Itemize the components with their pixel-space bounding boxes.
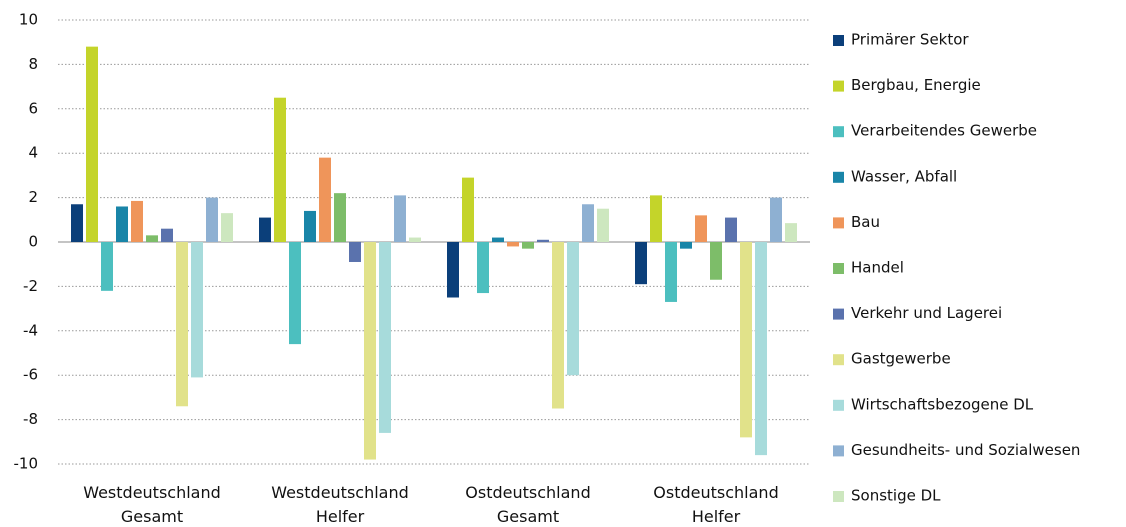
legend-label: Sonstige DL bbox=[851, 487, 941, 505]
bar bbox=[755, 242, 767, 456]
legend-swatch bbox=[833, 263, 844, 274]
bar bbox=[650, 195, 662, 242]
bar bbox=[447, 242, 459, 298]
bar bbox=[86, 46, 98, 242]
bar bbox=[507, 242, 519, 247]
legend-swatch bbox=[833, 217, 844, 229]
x-tick-label: Ostdeutschland Helfer bbox=[653, 483, 779, 526]
x-tick-label: Westdeutschland Helfer bbox=[271, 483, 409, 526]
legend-swatch bbox=[833, 354, 844, 366]
bar bbox=[71, 204, 83, 242]
legend-swatch bbox=[833, 80, 844, 92]
bar bbox=[379, 242, 391, 433]
x-tick-label: Westdeutschland Gesamt bbox=[83, 483, 221, 526]
legend-label: Bergbau, Energie bbox=[851, 76, 981, 94]
legend-label: Handel bbox=[851, 259, 904, 277]
legend-swatch bbox=[833, 126, 844, 138]
bar bbox=[259, 217, 271, 242]
bar bbox=[221, 213, 233, 242]
bar bbox=[635, 242, 647, 285]
bar bbox=[409, 237, 421, 242]
bar bbox=[552, 242, 564, 409]
bar bbox=[740, 242, 752, 438]
bar bbox=[567, 242, 579, 376]
bar bbox=[710, 242, 722, 280]
y-tick-label: -8 bbox=[23, 410, 38, 428]
legend-label: Wirtschaftsbezogene DL bbox=[851, 395, 1034, 413]
bar bbox=[680, 242, 692, 249]
bar bbox=[394, 195, 406, 242]
y-tick-label: -6 bbox=[23, 366, 38, 384]
bar bbox=[101, 242, 113, 291]
bar bbox=[597, 208, 609, 242]
x-tick-label: Ostdeutschland Gesamt bbox=[465, 483, 591, 526]
legend-label: Bau bbox=[851, 213, 880, 231]
bar bbox=[274, 97, 286, 242]
bar bbox=[289, 242, 301, 345]
bar bbox=[582, 204, 594, 242]
legend-label: Verkehr und Lagerei bbox=[851, 304, 1002, 322]
y-tick-label: 10 bbox=[19, 11, 38, 29]
legend-swatch bbox=[833, 35, 844, 46]
bar bbox=[349, 242, 361, 262]
y-tick-label: 8 bbox=[28, 55, 38, 73]
bar bbox=[206, 197, 218, 242]
bar bbox=[462, 177, 474, 242]
bar bbox=[319, 157, 331, 242]
legend-swatch bbox=[833, 445, 844, 457]
legend-label: Verarbeitendes Gewerbe bbox=[851, 122, 1037, 140]
legend-swatch bbox=[833, 171, 844, 183]
bar bbox=[695, 215, 707, 242]
bar bbox=[725, 217, 737, 242]
bar bbox=[770, 197, 782, 242]
y-tick-label: -10 bbox=[14, 455, 39, 473]
legend-swatch bbox=[833, 491, 844, 502]
bar bbox=[304, 210, 316, 242]
legend-label: Gesundheits- und Sozialwesen bbox=[851, 441, 1080, 459]
bar bbox=[522, 242, 534, 249]
legend-label: Wasser, Abfall bbox=[851, 167, 957, 185]
bar bbox=[364, 242, 376, 460]
legend-swatch bbox=[833, 308, 844, 320]
legend-label: Primärer Sektor bbox=[851, 31, 969, 49]
y-tick-label: 2 bbox=[28, 188, 38, 206]
bar bbox=[176, 242, 188, 407]
bar bbox=[334, 193, 346, 242]
bar bbox=[537, 239, 549, 242]
bar bbox=[477, 242, 489, 294]
bar bbox=[116, 206, 128, 242]
legend-label: Gastgewerbe bbox=[851, 350, 951, 368]
y-tick-label: -4 bbox=[23, 321, 38, 339]
legend-swatch bbox=[833, 399, 844, 411]
bar bbox=[665, 242, 677, 302]
bar bbox=[161, 228, 173, 242]
y-tick-label: 4 bbox=[28, 144, 38, 162]
bar bbox=[191, 242, 203, 378]
y-tick-label: -2 bbox=[23, 277, 38, 295]
bar bbox=[492, 237, 504, 242]
bar bbox=[146, 235, 158, 242]
bar bbox=[131, 200, 143, 242]
y-tick-label: 0 bbox=[28, 233, 38, 251]
y-tick-label: 6 bbox=[28, 99, 38, 117]
bar bbox=[785, 223, 797, 242]
